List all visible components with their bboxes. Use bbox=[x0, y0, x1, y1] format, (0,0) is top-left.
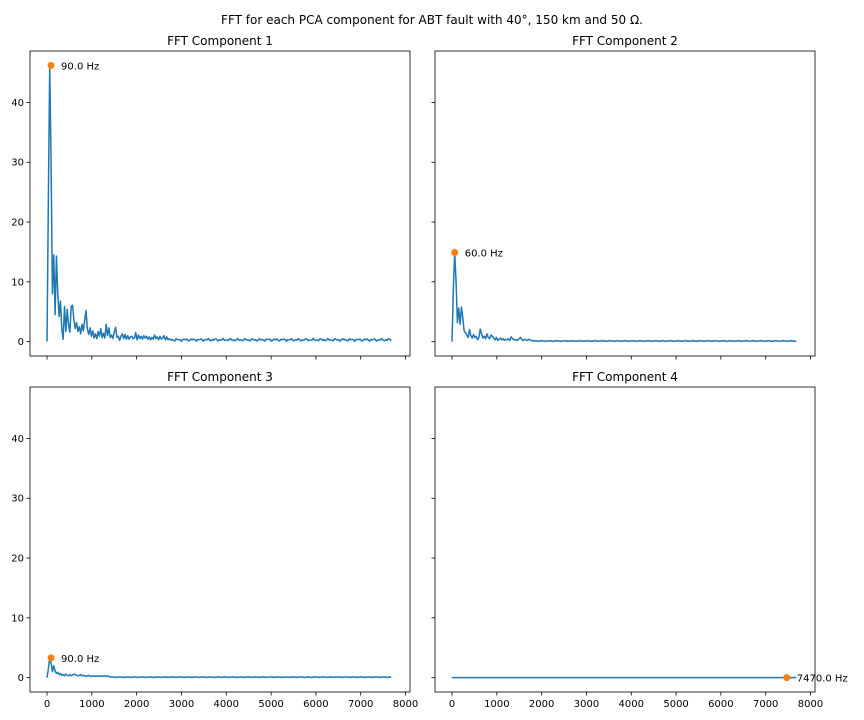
subplot-4: FFT Component 4 7470.0 Hz 0 1000 2000 3000 400… bbox=[431, 370, 848, 710]
subplot-title: FFT Component 2 bbox=[572, 34, 678, 48]
x-tick-label: 0 bbox=[44, 699, 50, 710]
x-tick-label: 7000 bbox=[348, 699, 373, 710]
peak-label: 60.0 Hz bbox=[465, 249, 503, 260]
series-line bbox=[46, 64, 392, 343]
x-tick-label: 6000 bbox=[303, 699, 328, 710]
x-tick-label: 3000 bbox=[169, 699, 194, 710]
x-tick-label: 4000 bbox=[214, 699, 239, 710]
y-tick-label: 10 bbox=[11, 277, 24, 288]
series-line bbox=[46, 657, 392, 679]
x-tick-label: 0 bbox=[449, 699, 455, 710]
x-tick-label: 8000 bbox=[798, 699, 823, 710]
y-tick-label: 40 bbox=[11, 434, 24, 445]
y-tick-label: 40 bbox=[11, 98, 24, 109]
peak-marker bbox=[47, 61, 55, 69]
peak-label: 90.0 Hz bbox=[61, 654, 99, 665]
y-tick-label: 0 bbox=[18, 673, 24, 684]
axes-frame bbox=[434, 386, 816, 693]
x-tick-label: 1000 bbox=[79, 699, 104, 710]
subplot-2: FFT Component 2 60.0 Hz bbox=[431, 34, 816, 360]
y-tick-label: 30 bbox=[11, 494, 24, 505]
x-tick-label: 3000 bbox=[574, 699, 599, 710]
subplot-title: FFT Component 4 bbox=[572, 370, 678, 384]
subplot-3: FFT Component 3 90.0 Hz 0 1000 2000 3000 4000 5… bbox=[11, 370, 418, 710]
x-tick-label: 5000 bbox=[258, 699, 283, 710]
peak-marker bbox=[783, 674, 791, 682]
peak-label: 90.0 Hz bbox=[61, 61, 99, 72]
x-tick-label: 4000 bbox=[619, 699, 644, 710]
figure-suptitle: FFT for each PCA component for ABT fault… bbox=[221, 13, 643, 27]
axes-frame bbox=[29, 386, 411, 693]
x-tick-label: 2000 bbox=[529, 699, 554, 710]
y-tick-label: 20 bbox=[11, 218, 24, 229]
subplot-1: FFT Component 1 90.0 Hz 0 10 20 30 40 bbox=[11, 34, 411, 360]
peak-label: 7470.0 Hz bbox=[797, 674, 848, 685]
x-tick-label: 8000 bbox=[393, 699, 418, 710]
y-tick-label: 20 bbox=[11, 554, 24, 565]
subplot-title: FFT Component 1 bbox=[167, 34, 273, 48]
x-tick-label: 2000 bbox=[124, 699, 149, 710]
series-line bbox=[451, 251, 797, 343]
subplot-title: FFT Component 3 bbox=[167, 370, 273, 384]
y-tick-label: 10 bbox=[11, 613, 24, 624]
x-tick-label: 6000 bbox=[708, 699, 733, 710]
axes-frame bbox=[434, 50, 816, 357]
y-tick-label: 0 bbox=[18, 337, 24, 348]
x-tick-label: 1000 bbox=[484, 699, 509, 710]
y-tick-label: 30 bbox=[11, 158, 24, 169]
x-tick-label: 7000 bbox=[753, 699, 778, 710]
peak-marker bbox=[47, 654, 55, 662]
axes-frame bbox=[29, 50, 411, 357]
peak-marker bbox=[451, 249, 459, 257]
x-tick-label: 5000 bbox=[663, 699, 688, 710]
